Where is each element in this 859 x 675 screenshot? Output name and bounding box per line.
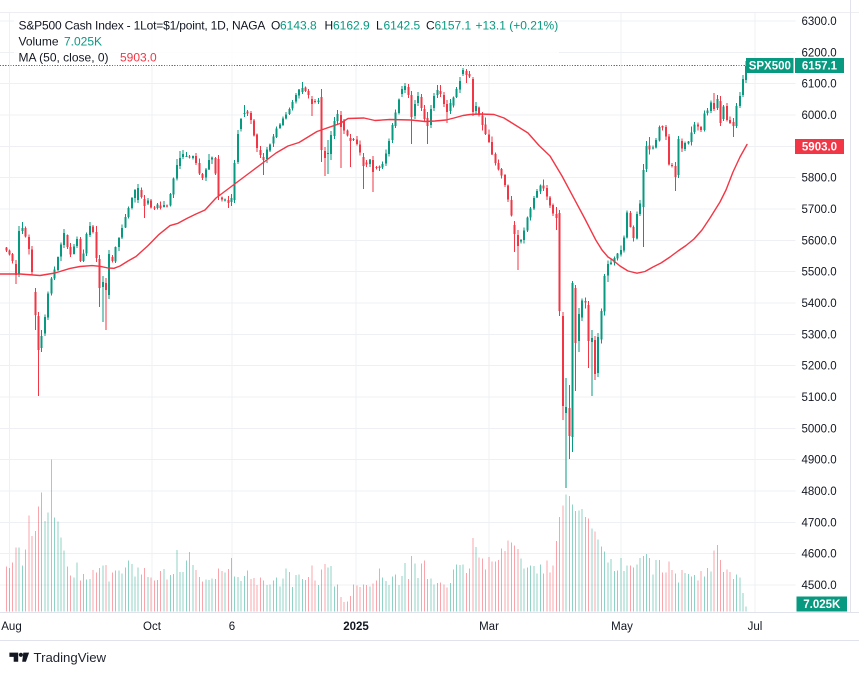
svg-text:Aug: Aug (1, 621, 21, 633)
svg-text:5903.0: 5903.0 (802, 142, 837, 154)
svg-text:7.025K: 7.025K (803, 599, 841, 611)
svg-text:5100.0: 5100.0 (802, 392, 837, 404)
svg-text:5600.0: 5600.0 (802, 235, 837, 247)
svg-text:Mar: Mar (479, 621, 499, 633)
svg-text:6300.0: 6300.0 (802, 16, 837, 28)
svg-text:Volume: Volume (19, 35, 59, 49)
svg-text:5000.0: 5000.0 (802, 423, 837, 435)
svg-text:6142.5: 6142.5 (384, 19, 421, 33)
svg-text:6000.0: 6000.0 (802, 110, 837, 122)
svg-text:6: 6 (229, 621, 235, 633)
svg-text:5903.0: 5903.0 (120, 51, 157, 65)
svg-text:4800.0: 4800.0 (802, 486, 837, 498)
svg-text:O: O (271, 19, 280, 33)
svg-text:6143.8: 6143.8 (280, 19, 317, 33)
svg-text:6100.0: 6100.0 (802, 79, 837, 91)
svg-text:S&P500 Cash Index - 1Lot=$1/po: S&P500 Cash Index - 1Lot=$1/point, 1D, N… (19, 19, 266, 33)
svg-text:5700.0: 5700.0 (802, 204, 837, 216)
svg-text:6157.1: 6157.1 (802, 61, 838, 73)
svg-text:5400.0: 5400.0 (802, 298, 837, 310)
svg-text:TradingView: TradingView (34, 650, 107, 665)
svg-text:4700.0: 4700.0 (802, 517, 837, 529)
svg-text:Oct: Oct (143, 621, 162, 633)
svg-text:6157.1: 6157.1 (435, 19, 472, 33)
svg-text:SPX500: SPX500 (749, 61, 791, 73)
svg-text:L: L (376, 19, 383, 33)
svg-text:5800.0: 5800.0 (802, 173, 837, 185)
svg-text:May: May (611, 621, 633, 633)
svg-text:5500.0: 5500.0 (802, 267, 837, 279)
svg-text:6200.0: 6200.0 (802, 47, 837, 59)
svg-text:+13.1 (+0.21%): +13.1 (+0.21%) (476, 19, 559, 33)
svg-text:5200.0: 5200.0 (802, 361, 837, 373)
svg-text:H: H (325, 19, 334, 33)
svg-text:4900.0: 4900.0 (802, 455, 837, 467)
svg-text:2025: 2025 (343, 621, 369, 633)
svg-text:6162.9: 6162.9 (333, 19, 370, 33)
svg-text:4600.0: 4600.0 (802, 549, 837, 561)
svg-text:MA (50, close, 0): MA (50, close, 0) (19, 51, 109, 65)
svg-text:4500.0: 4500.0 (802, 580, 837, 592)
svg-text:7.025K: 7.025K (64, 35, 102, 49)
svg-text:Jul: Jul (748, 621, 763, 633)
svg-text:C: C (426, 19, 435, 33)
svg-text:5300.0: 5300.0 (802, 329, 837, 341)
